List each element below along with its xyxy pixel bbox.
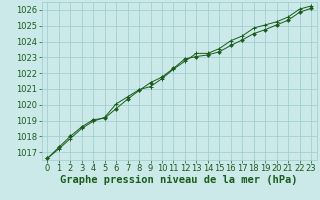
X-axis label: Graphe pression niveau de la mer (hPa): Graphe pression niveau de la mer (hPa): [60, 175, 298, 185]
